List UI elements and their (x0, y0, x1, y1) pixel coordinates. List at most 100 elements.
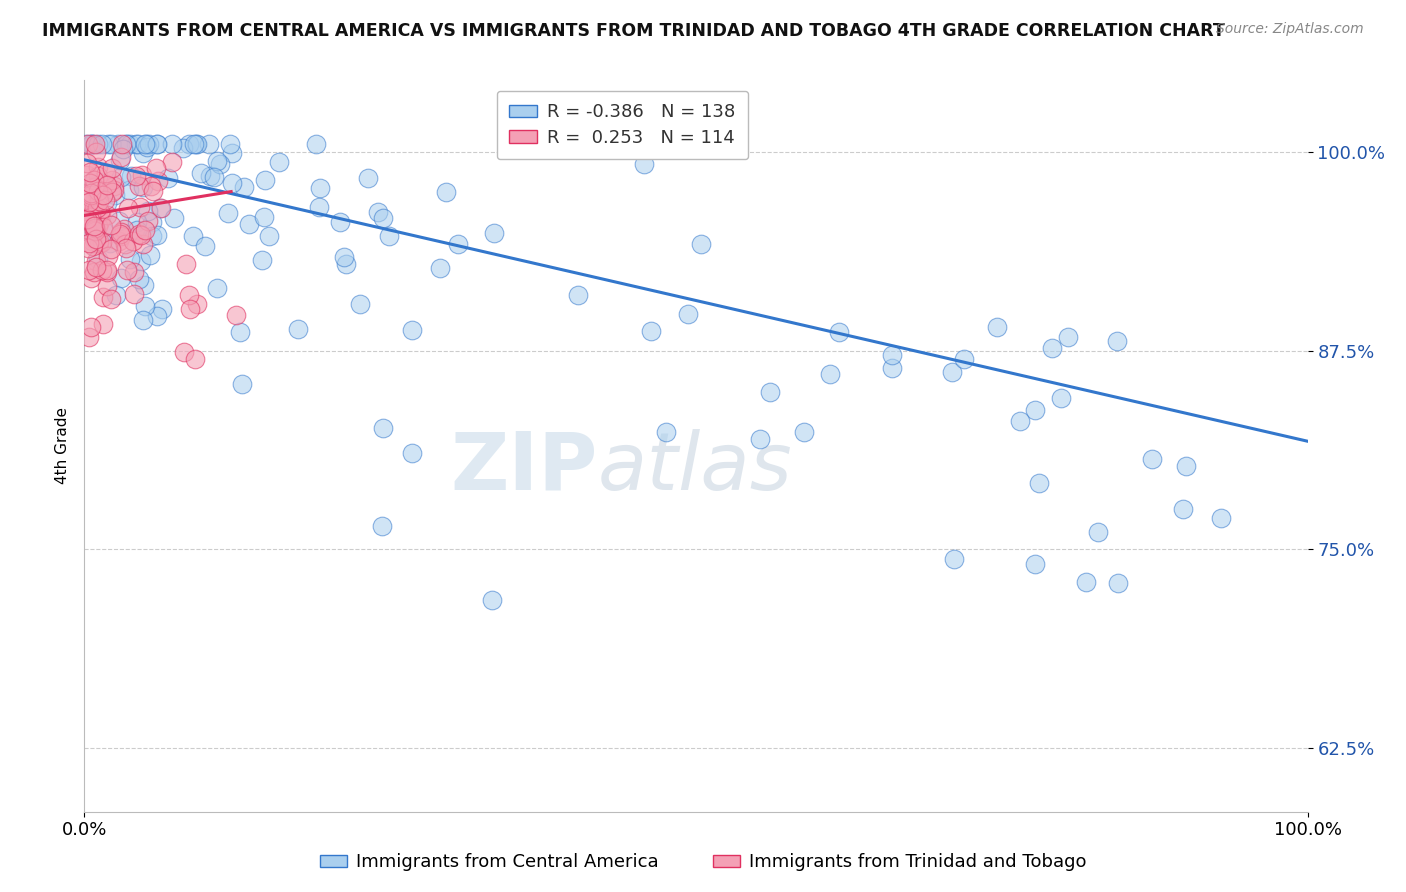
Immigrants from Trinidad and Tobago (83, 219, 105, 233)
Immigrants from Trinidad and Tobago (117, 202, 139, 216)
Immigrants from Trinidad and Tobago (84, 232, 107, 246)
Immigrants from Trinidad and Tobago (87, 194, 110, 209)
Immigrants from Central America (184, 136, 207, 151)
Immigrants from Central America (880, 361, 903, 376)
Immigrants from Trinidad and Tobago (83, 221, 105, 235)
Immigrants from Trinidad and Tobago (79, 177, 101, 191)
Immigrants from Central America (93, 224, 115, 238)
Immigrants from Central America (221, 146, 243, 161)
Immigrants from Central America (1024, 557, 1046, 571)
Immigrants from Central America (125, 215, 148, 229)
Immigrants from Central America (209, 157, 232, 171)
Immigrants from Central America (952, 352, 974, 367)
Immigrants from Central America (110, 271, 132, 285)
Immigrants from Central America (114, 136, 136, 151)
Immigrants from Central America (80, 136, 103, 151)
Immigrants from Central America (986, 320, 1008, 334)
Immigrants from Central America (134, 136, 156, 151)
Immigrants from Central America (129, 254, 152, 268)
Immigrants from Central America (1209, 511, 1232, 525)
Immigrants from Trinidad and Tobago (131, 168, 153, 182)
Immigrants from Central America (1049, 392, 1071, 406)
Immigrants from Central America (149, 201, 172, 215)
Immigrants from Central America (179, 136, 201, 151)
Immigrants from Trinidad and Tobago (76, 222, 98, 236)
Immigrants from Central America (79, 221, 101, 235)
Immigrants from Trinidad and Tobago (76, 156, 98, 170)
Immigrants from Central America (135, 136, 157, 151)
Immigrants from Trinidad and Tobago (101, 173, 124, 187)
Immigrants from Trinidad and Tobago (76, 241, 98, 255)
Immigrants from Central America (232, 180, 254, 194)
Immigrants from Trinidad and Tobago (108, 227, 131, 242)
Immigrants from Central America (329, 215, 352, 229)
Immigrants from Trinidad and Tobago (134, 223, 156, 237)
Immigrants from Central America (100, 136, 122, 151)
Immigrants from Trinidad and Tobago (80, 209, 103, 223)
Immigrants from Central America (267, 155, 290, 169)
Immigrants from Central America (115, 136, 138, 151)
Immigrants from Central America (229, 326, 252, 340)
Immigrants from Central America (217, 206, 239, 220)
Immigrants from Central America (758, 384, 780, 399)
Text: Source: ZipAtlas.com: Source: ZipAtlas.com (1216, 22, 1364, 37)
Immigrants from Central America (1074, 574, 1097, 589)
Immigrants from Trinidad and Tobago (96, 279, 118, 293)
Immigrants from Central America (125, 136, 148, 151)
Immigrants from Trinidad and Tobago (114, 237, 136, 252)
Immigrants from Central America (183, 136, 205, 151)
Immigrants from Trinidad and Tobago (79, 165, 101, 179)
Immigrants from Trinidad and Tobago (80, 271, 103, 285)
Immigrants from Central America (104, 187, 127, 202)
Immigrants from Central America (132, 146, 155, 161)
Immigrants from Central America (827, 325, 849, 339)
Immigrants from Central America (371, 211, 394, 225)
Immigrants from Trinidad and Tobago (131, 237, 153, 252)
Immigrants from Trinidad and Tobago (80, 188, 103, 202)
Immigrants from Trinidad and Tobago (83, 219, 105, 234)
Immigrants from Central America (163, 211, 186, 225)
Text: IMMIGRANTS FROM CENTRAL AMERICA VS IMMIGRANTS FROM TRINIDAD AND TOBAGO 4TH GRADE: IMMIGRANTS FROM CENTRAL AMERICA VS IMMIG… (42, 22, 1225, 40)
Immigrants from Central America (145, 136, 167, 151)
Immigrants from Trinidad and Tobago (115, 241, 138, 255)
Immigrants from Central America (880, 348, 903, 362)
Immigrants from Central America (655, 425, 678, 440)
Immigrants from Trinidad and Tobago (80, 208, 103, 222)
Immigrants from Trinidad and Tobago (91, 235, 114, 249)
Immigrants from Central America (156, 170, 179, 185)
Immigrants from Central America (1107, 334, 1129, 348)
Immigrants from Central America (139, 248, 162, 262)
Immigrants from Central America (567, 287, 589, 301)
Immigrants from Trinidad and Tobago (83, 201, 105, 215)
Immigrants from Central America (146, 227, 169, 242)
Immigrants from Trinidad and Tobago (80, 319, 103, 334)
Immigrants from Central America (1140, 451, 1163, 466)
Immigrants from Central America (253, 211, 276, 225)
Immigrants from Central America (447, 237, 470, 252)
Immigrants from Central America (1008, 414, 1031, 428)
Immigrants from Trinidad and Tobago (96, 265, 118, 279)
Immigrants from Central America (205, 153, 228, 168)
Immigrants from Trinidad and Tobago (80, 214, 103, 228)
Immigrants from Central America (107, 136, 129, 151)
Immigrants from Central America (198, 169, 221, 183)
Immigrants from Central America (308, 201, 330, 215)
Immigrants from Central America (357, 170, 380, 185)
Immigrants from Trinidad and Tobago (80, 234, 103, 248)
Immigrants from Central America (349, 297, 371, 311)
Immigrants from Trinidad and Tobago (129, 228, 152, 243)
Immigrants from Trinidad and Tobago (83, 223, 105, 237)
Immigrants from Trinidad and Tobago (174, 256, 197, 270)
Immigrants from Central America (287, 322, 309, 336)
Immigrants from Central America (160, 136, 183, 151)
Immigrants from Trinidad and Tobago (89, 237, 111, 252)
Immigrants from Trinidad and Tobago (136, 213, 159, 227)
Immigrants from Central America (1171, 501, 1194, 516)
Immigrants from Trinidad and Tobago (83, 179, 105, 194)
Immigrants from Central America (134, 300, 156, 314)
Immigrants from Central America (181, 228, 204, 243)
Immigrants from Trinidad and Tobago (79, 198, 101, 212)
Immigrants from Trinidad and Tobago (128, 227, 150, 241)
Immigrants from Central America (202, 169, 225, 184)
Immigrants from Central America (172, 141, 194, 155)
